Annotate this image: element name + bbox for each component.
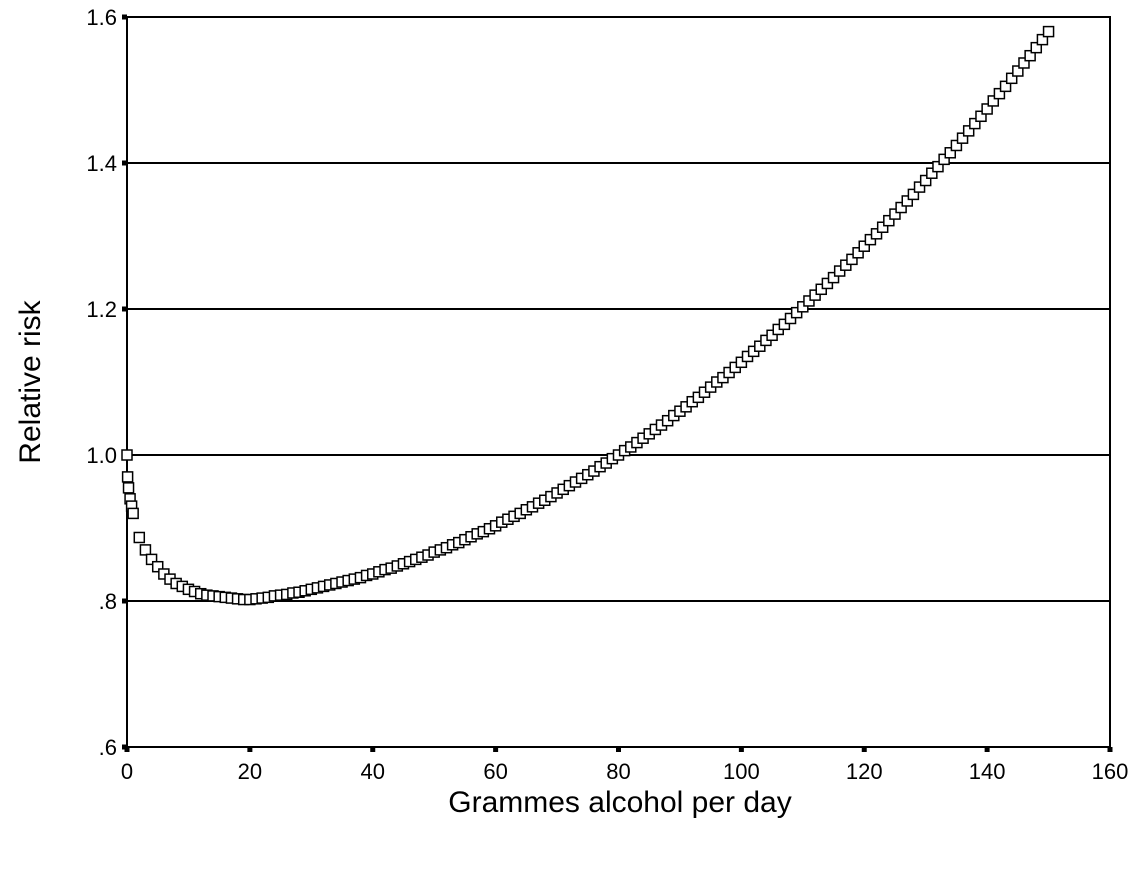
x-tick-mark — [616, 747, 621, 752]
point — [846, 253, 858, 266]
point — [932, 160, 944, 173]
point — [926, 167, 938, 179]
point — [895, 201, 907, 214]
y-tick-label: 1.4 — [86, 151, 117, 176]
x-tick-mark — [984, 747, 990, 752]
x-tick-label: 140 — [969, 759, 1006, 784]
x-tick-label: 60 — [483, 759, 507, 784]
y-axis-label: Relative risk — [14, 299, 47, 463]
point — [987, 95, 1000, 107]
y-tick-label: .6 — [99, 735, 117, 760]
point — [1030, 41, 1043, 54]
point — [735, 356, 748, 369]
point — [999, 80, 1012, 93]
point — [766, 329, 778, 342]
point — [993, 87, 1006, 100]
point — [121, 449, 133, 461]
point — [827, 271, 840, 284]
point — [145, 553, 158, 566]
y-tick-label: 1.2 — [86, 297, 117, 322]
x-tick-label: 40 — [361, 759, 385, 784]
x-axis-label: Grammes alcohol per day — [448, 786, 791, 819]
point — [139, 544, 152, 556]
x-tick-label: 0 — [121, 759, 133, 784]
point — [778, 318, 791, 331]
x-tick-label: 160 — [1092, 759, 1129, 784]
point — [1018, 57, 1030, 69]
point — [790, 306, 803, 319]
x-tick-mark — [861, 747, 867, 752]
point — [852, 247, 864, 259]
point — [962, 125, 975, 137]
plot-frame — [126, 16, 1111, 748]
y-tick-label: 1.0 — [86, 443, 117, 468]
point — [121, 471, 134, 483]
point — [1024, 49, 1036, 62]
x-tick-mark — [247, 747, 253, 752]
x-tick-label: 80 — [606, 759, 630, 784]
point — [907, 188, 920, 201]
point — [1036, 33, 1049, 46]
y-tick-mark — [122, 598, 127, 604]
point — [784, 312, 797, 325]
point — [821, 277, 834, 290]
x-tick-mark — [738, 747, 744, 752]
x-tick-label: 20 — [238, 759, 262, 784]
y-tick-mark — [122, 14, 127, 20]
point — [876, 221, 889, 233]
point — [981, 103, 993, 115]
point — [797, 301, 809, 313]
point — [809, 289, 821, 301]
point — [944, 147, 957, 159]
point — [815, 283, 827, 296]
point — [889, 208, 901, 220]
point — [1012, 65, 1024, 77]
point — [122, 482, 135, 494]
point — [883, 214, 895, 227]
point — [754, 340, 766, 352]
point — [901, 195, 914, 207]
point — [1042, 25, 1055, 38]
x-tick-mark — [370, 747, 376, 752]
point — [938, 153, 950, 166]
point — [151, 560, 164, 573]
point — [919, 174, 932, 187]
y-tick-label: .8 — [99, 589, 117, 614]
point — [950, 139, 963, 152]
y-tick-mark — [122, 306, 127, 312]
x-tick-mark — [124, 747, 130, 752]
x-tick-label: 120 — [846, 759, 883, 784]
point — [833, 265, 846, 277]
point — [1005, 72, 1018, 85]
x-tick-label: 100 — [723, 759, 760, 784]
x-tick-mark — [1107, 747, 1113, 752]
y-tick-mark — [122, 160, 127, 166]
point — [858, 240, 870, 252]
point — [870, 228, 883, 240]
point — [975, 110, 987, 123]
point — [864, 233, 877, 246]
point — [127, 507, 139, 520]
x-tick-mark — [493, 747, 499, 752]
point — [913, 181, 926, 193]
point — [956, 132, 969, 144]
point — [133, 531, 146, 544]
y-tick-label: 1.6 — [86, 5, 117, 30]
point — [803, 295, 815, 307]
point — [969, 117, 981, 130]
point — [840, 259, 852, 271]
